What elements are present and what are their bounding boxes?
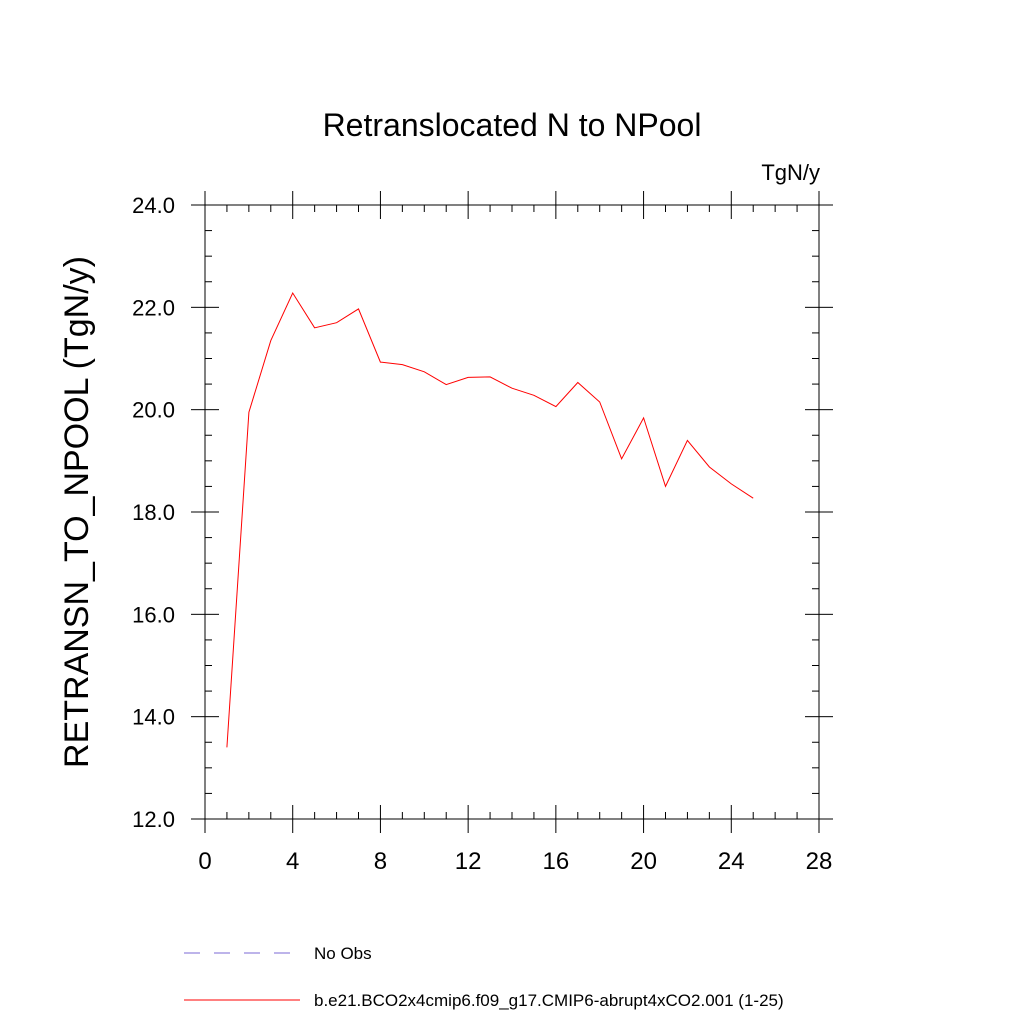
chart-title: Retranslocated N to NPool (323, 107, 702, 143)
series-group (226, 291, 754, 748)
x-tick-label: 0 (198, 848, 211, 875)
units-label: TgN/y (761, 160, 820, 185)
tick-labels: 0 4 8 12 16 20 24 28 12.0 14.0 16.0 18.0 20.0 22.0 24.… (132, 193, 832, 875)
x-tick-label: 4 (286, 848, 299, 875)
axes (191, 191, 833, 833)
x-tick-label: 12 (455, 848, 482, 875)
x-tick-label: 8 (374, 848, 387, 875)
x-tick-label: 28 (806, 848, 833, 875)
y-tick-label: 20.0 (132, 398, 175, 423)
y-tick-label: 16.0 (132, 602, 175, 627)
y-tick-label: 12.0 (132, 807, 175, 832)
legend-label: b.e21.BCO2x4cmip6.f09_g17.CMIP6-abrupt4x… (314, 991, 784, 1010)
legend: No Obs b.e21.BCO2x4cmip6.f09_g17.CMIP6-ab… (184, 944, 784, 1010)
y-tick-label: 14.0 (132, 705, 175, 730)
y-tick-label: 18.0 (132, 500, 175, 525)
x-tick-label: 20 (630, 848, 657, 875)
y-tick-label: 22.0 (132, 295, 175, 320)
y-axis-label: RETRANSN_TO_NPOOL (TgN/y) (58, 256, 96, 768)
x-tick-label: 16 (543, 848, 570, 875)
x-tick-label: 24 (718, 848, 745, 875)
legend-label: No Obs (314, 944, 372, 963)
plot-frame (204, 204, 820, 820)
series-line-1 (226, 291, 754, 748)
y-tick-label: 24.0 (132, 193, 175, 218)
